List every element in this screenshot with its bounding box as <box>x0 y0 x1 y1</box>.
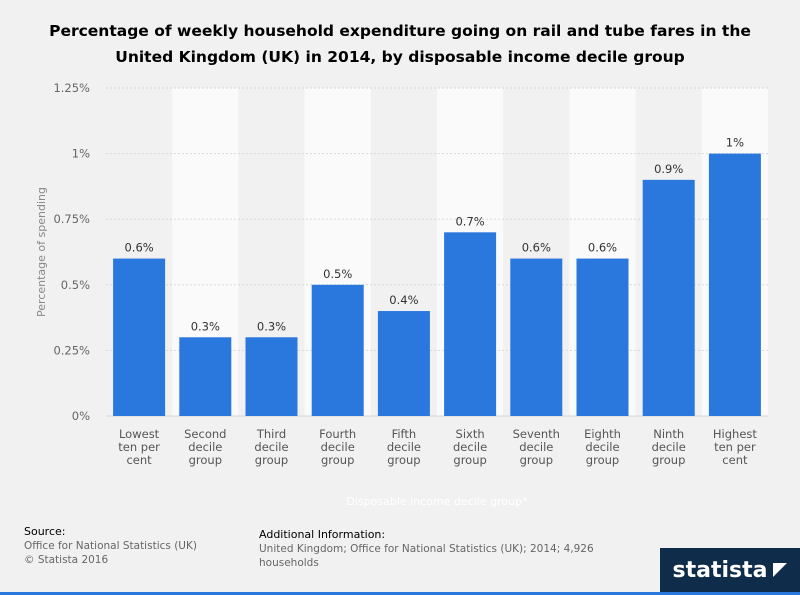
x-tick-label-line: Fourth <box>319 427 356 441</box>
x-tick-label: Third decile group <box>254 427 288 467</box>
bar <box>377 311 430 416</box>
x-tick-label-line: Ninth <box>653 427 684 441</box>
data-label: 0.7% <box>455 214 484 228</box>
x-tick-label: Second decile group <box>184 427 226 467</box>
x-tick-label-line: decile <box>387 440 421 454</box>
bar <box>245 337 298 416</box>
x-tick-label-line: cent <box>126 453 152 467</box>
x-tick-label-line: Second <box>184 427 226 441</box>
bar <box>179 337 232 416</box>
x-tick-label-line: group <box>652 453 685 467</box>
x-tick-label-line: Seventh <box>513 427 560 441</box>
x-tick-label-line: decile <box>254 440 288 454</box>
bar <box>708 153 761 416</box>
data-label: 1% <box>726 136 744 150</box>
additional-info-line: households <box>259 557 319 569</box>
x-tick-label-line: Highest <box>713 427 757 441</box>
chart-bars <box>113 153 761 416</box>
bar <box>642 179 695 416</box>
source-block: Source: Office for National Statistics (… <box>24 525 197 567</box>
bar <box>576 258 629 416</box>
x-tick-label-line: decile <box>188 440 222 454</box>
x-tick-label-line: group <box>189 453 222 467</box>
x-tick-label-line: Third <box>256 427 286 441</box>
source-heading: Source: <box>24 525 66 538</box>
x-tick-label: Sixth decile group <box>453 427 487 467</box>
x-tick-label: Fifth decile group <box>387 427 421 467</box>
additional-info-line: United Kingdom; Office for National Stat… <box>259 543 594 555</box>
bar <box>510 258 563 416</box>
data-label: 0.6% <box>522 241 551 255</box>
x-tick-label-line: decile <box>519 440 553 454</box>
bar <box>444 232 497 416</box>
x-tick-label-line: group <box>453 453 486 467</box>
data-label: 0.3% <box>191 319 220 333</box>
bar <box>113 258 166 416</box>
x-tick-label: Seventh decile group <box>513 427 560 467</box>
x-axis-label: Disposable income decile group* <box>346 495 528 508</box>
brand-name: statista <box>672 557 768 583</box>
data-label: 0.6% <box>588 241 617 255</box>
x-tick-label-line: decile <box>453 440 487 454</box>
copyright-line: © Statista 2016 <box>24 554 109 566</box>
x-tick-label-line: group <box>255 453 288 467</box>
x-tick-label-line: group <box>321 453 354 467</box>
x-tick-label-line: cent <box>722 453 748 467</box>
chart-y-ticks: 0% 0.25% 0.5% 0.75% 1% 1.25% <box>53 81 90 423</box>
y-tick-label: 0.75% <box>53 212 90 226</box>
data-label: 0.5% <box>323 267 352 281</box>
x-tick-label-line: ten per <box>714 440 756 454</box>
statista-logo[interactable]: statista <box>660 548 800 592</box>
data-label: 0.4% <box>389 293 418 307</box>
x-tick-label-line: Lowest <box>119 427 160 441</box>
data-label: 0.6% <box>124 241 153 255</box>
chart-data-labels: 0.6% 0.3% 0.3% 0.5% 0.4% 0.7% 0.6% 0.6% 0.9% 1% <box>124 136 744 334</box>
x-tick-label-line: decile <box>321 440 355 454</box>
x-tick-label-line: Eighth <box>584 427 621 441</box>
x-tick-label-line: ten per <box>118 440 160 454</box>
data-label: 0.3% <box>257 319 286 333</box>
statista-logo-icon <box>773 563 788 577</box>
data-label: 0.9% <box>654 162 683 176</box>
x-tick-label-line: group <box>586 453 619 467</box>
bottom-accent-line <box>0 592 800 595</box>
x-tick-label: Eighth decile group <box>584 427 621 467</box>
x-tick-label: Highest ten per cent <box>713 427 757 467</box>
chart-title: Percentage of weekly household expenditu… <box>49 22 751 66</box>
x-tick-label-line: Fifth <box>392 427 417 441</box>
x-tick-label-line: decile <box>652 440 686 454</box>
y-tick-label: 0.5% <box>61 278 90 292</box>
bar <box>311 284 364 416</box>
x-tick-label-line: Sixth <box>456 427 485 441</box>
y-tick-label: 0.25% <box>53 343 90 357</box>
x-tick-label: Fourth decile group <box>319 427 356 467</box>
x-tick-label-line: group <box>520 453 553 467</box>
y-axis-label: Percentage of spending <box>35 187 48 317</box>
y-tick-label: 0% <box>72 409 90 423</box>
source-line[interactable]: Office for National Statistics (UK) <box>24 540 197 552</box>
bar-chart: 0.6% 0.3% 0.3% 0.5% 0.4% 0.7% 0.6% 0.6% 0.9% 1% 0… <box>35 81 768 508</box>
additional-info-heading: Additional Information: <box>259 528 386 541</box>
x-tick-label-line: group <box>387 453 420 467</box>
y-tick-label: 1.25% <box>53 81 90 95</box>
x-tick-label: Lowest ten per cent <box>118 427 160 467</box>
additional-info-block: Additional Information: United Kingdom; … <box>259 528 594 570</box>
y-tick-label: 1% <box>72 147 90 161</box>
x-tick-label-line: decile <box>585 440 619 454</box>
x-tick-label: Ninth decile group <box>652 427 686 467</box>
